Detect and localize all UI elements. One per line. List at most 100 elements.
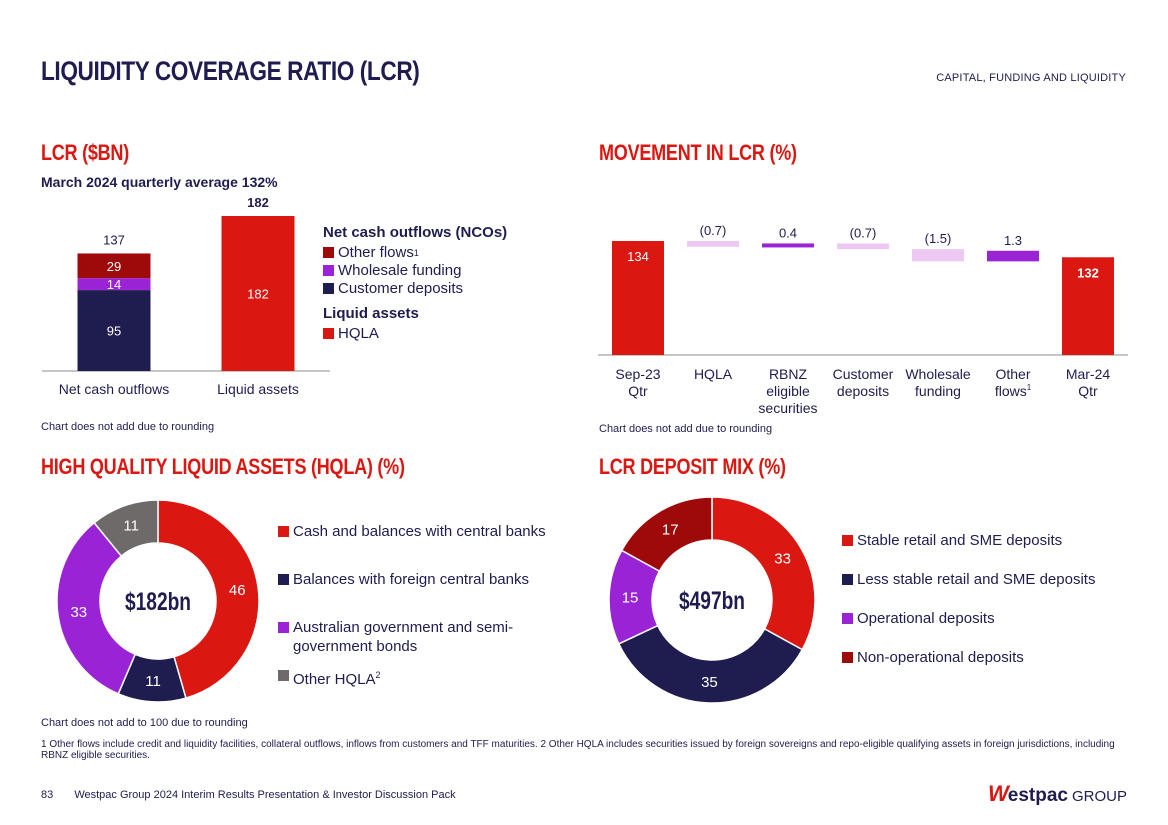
x-tick-sep-23-qtr: Qtr (628, 383, 648, 399)
legend-sup: 2 (375, 670, 381, 680)
lcr-bn-note: Chart does not add due to rounding (41, 421, 215, 433)
legend-swatch (842, 652, 853, 663)
bar-label-wholesale-funding: 14 (107, 277, 121, 292)
slice-label-australian-government-and-semi-government-bonds: 33 (70, 604, 87, 621)
slice-other-hqla (93, 499, 159, 558)
slice-label-non-operational-deposits: 17 (662, 521, 679, 538)
donut-center-total: $497bn (679, 587, 745, 615)
bar-hqla-liquid-assets (221, 216, 295, 371)
x-tick-other-flows: Other (995, 366, 1030, 382)
lcr-bn-subtitle: March 2024 quarterly average 132% (41, 174, 278, 190)
lcr-bn-legend: Net cash outflows (NCOs) Other flows 1 Who… (323, 224, 507, 342)
legend-swatch (323, 328, 334, 339)
legend-item-customer-deposits: Customer deposits (323, 280, 507, 297)
legend-label: Balances with foreign central banks (293, 571, 529, 588)
legend-label: Other HQLA2 (293, 670, 381, 688)
legend-label: Non-operational deposits (857, 649, 1024, 666)
legend-item-balances-with-foreign-central-banks: Balances with foreign central banks (278, 570, 578, 589)
legend-swatch (278, 622, 289, 633)
legend-label: Operational deposits (857, 610, 995, 627)
x-tick-wholesale-funding: funding (915, 383, 961, 399)
legend-item-operational-deposits: Operational deposits (842, 610, 1142, 627)
logo-group: GROUP (1071, 788, 1127, 805)
waterfall-label-sep-23-qtr: 134 (627, 249, 649, 264)
bar-label-other-flows: 29 (107, 259, 121, 274)
legend-item-stable-retail-and-sme-deposits: Stable retail and SME deposits (842, 532, 1142, 549)
x-tick-sep-23-qtr: Sep-23 (615, 366, 660, 382)
movement-note: Chart does not add due to rounding (599, 423, 773, 435)
legend-label: Australian government and semi-governmen… (293, 619, 514, 655)
hqla-legend: Cash and balances with central banks Bala… (278, 522, 578, 689)
legend-label: Cash and balances with central banks (293, 523, 546, 540)
slice-label-less-stable-retail-and-sme-deposits: 35 (701, 674, 718, 691)
donut-center-total: $182bn (125, 588, 191, 616)
waterfall-bar-sep-23-qtr (612, 241, 664, 355)
page-title: LIQUIDITY COVERAGE RATIO (LCR) (41, 56, 420, 86)
legend-swatch (842, 574, 853, 585)
legend-nco-title: Net cash outflows (NCOs) (323, 224, 508, 241)
x-tick-mar-24-qtr: Qtr (1078, 383, 1098, 399)
legend-swatch (323, 283, 334, 294)
page-number: 83 (41, 789, 54, 801)
waterfall-bar-customer-deposits (837, 243, 889, 250)
deposit-mix-donut-chart: 33 35 15 17 $497bn (609, 497, 815, 703)
x-tick-rbnz-eligible-securities: RBNZ (769, 366, 808, 382)
slice-cash-and-balances-with-central-banks (157, 499, 260, 699)
legend-swatch (842, 535, 853, 546)
bar-label-hqla: 182 (247, 287, 269, 302)
legend-item-other-hqla: Other HQLA2 (278, 666, 578, 689)
legend-swatch (278, 670, 289, 681)
footer-text: Westpac Group 2024 Interim Results Prese… (74, 789, 456, 801)
legend-label: Wholesale funding (338, 262, 462, 279)
waterfall-bar-other-flows (987, 250, 1039, 262)
lcr-bar-chart: 95 14 29 137 Net cash outflows 182 182 Liquid a… (42, 195, 330, 397)
x-tick-customer-deposits: Customer (833, 366, 894, 382)
legend-item-wholesale-funding: Wholesale funding (323, 262, 507, 279)
section-tag: CAPITAL, FUNDING AND LIQUIDITY (936, 72, 1126, 84)
legend-label: Stable retail and SME deposits (857, 532, 1063, 549)
waterfall-bar-rbnz-eligible-securities (762, 243, 814, 248)
bar-wholesale-funding-net-cash-outflows (77, 278, 151, 291)
slice-australian-government-and-semi-government-bonds (56, 521, 137, 695)
x-tick-hqla: HQLA (694, 366, 733, 382)
legend-swatch (278, 526, 289, 537)
bar-label-customer-deposits: 95 (107, 324, 121, 339)
legend-la-title: Liquid assets (323, 305, 419, 322)
movement-waterfall-chart: 134Sep-23Qtr(0.7)HQLA0.4RBNZeligiblesecu… (598, 223, 1128, 416)
slice-label-balances-with-foreign-central-banks: 11 (145, 673, 161, 690)
x-tick-other-flows: flows1 (995, 383, 1032, 399)
waterfall-label-hqla: (0.7) (700, 223, 727, 238)
legend-item-other-flows: Other flows 1 (323, 244, 507, 261)
deposit-mix-title: LCR DEPOSIT MIX (%) (599, 454, 786, 479)
x-tick-net-cash-outflows: Net cash outflows (59, 381, 170, 397)
legend-sup: 1 (413, 247, 419, 258)
waterfall-label-customer-deposits: (0.7) (850, 225, 877, 240)
logo-wordmark: estpac (1007, 785, 1068, 806)
legend-label: Less stable retail and SME deposits (857, 571, 1096, 588)
waterfall-bar-hqla (687, 241, 739, 247)
legend-item-hqla: HQLA (323, 325, 507, 342)
slice-label-other-hqla: 11 (123, 518, 139, 535)
footnote: 1 Other flows include credit and liquidi… (41, 739, 1115, 761)
legend-nco-list: Other flows 1 Wholesale funding Customer de… (323, 244, 507, 297)
slice-label-stable-retail-and-sme-deposits: 33 (774, 550, 791, 567)
waterfall-label-mar-24-qtr: 132 (1077, 265, 1099, 280)
legend-la-list: HQLA (323, 325, 507, 342)
slice-non-operational-deposits (620, 497, 713, 573)
legend-item-australian-government-and-semi-government-bonds: Australian government and semi-governmen… (278, 618, 578, 656)
logo-w-mark: W (988, 781, 1009, 806)
legend-swatch (323, 265, 334, 276)
x-tick-rbnz-eligible-securities: securities (758, 400, 817, 416)
waterfall-bar-mar-24-qtr (1062, 257, 1114, 355)
legend-swatch (842, 613, 853, 624)
waterfall-bar-wholesale-funding (912, 249, 964, 262)
hqla-donut-chart: 46 11 33 11 $182bn (56, 499, 260, 703)
bar-total-net-cash-outflows: 137 (103, 232, 125, 247)
x-tick-mar-24-qtr: Mar-24 (1066, 366, 1111, 382)
slice-label-operational-deposits: 15 (622, 589, 639, 606)
bottom-note: Chart does not add to 100 due to roundin… (41, 717, 248, 729)
waterfall-label-other-flows: 1.3 (1004, 233, 1022, 248)
legend-item-cash-and-balances-with-central-banks: Cash and balances with central banks (278, 522, 578, 541)
slice-label-cash-and-balances-with-central-banks: 46 (229, 582, 246, 599)
hqla-title: HIGH QUALITY LIQUID ASSETS (HQLA) (%) (41, 454, 405, 479)
